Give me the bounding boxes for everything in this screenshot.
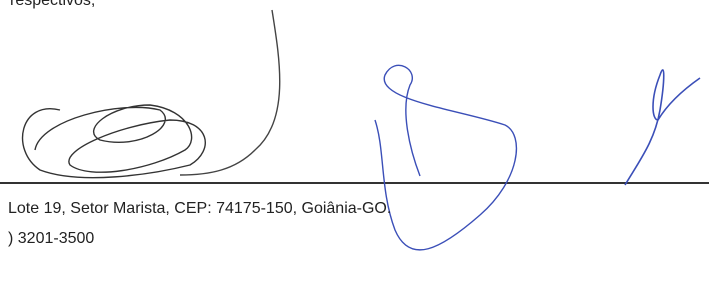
signature-stroke (375, 65, 516, 250)
document-page: {"document": {"top_text": "respectivos;"… (0, 0, 709, 283)
signatures (0, 0, 709, 283)
phone-line: ) 3201-3500 (8, 230, 94, 248)
address-line: Lote 19, Setor Marista, CEP: 74175-150, … (8, 200, 391, 218)
signature-stroke (180, 10, 280, 175)
signature-stroke (23, 105, 206, 178)
signature-stroke (625, 70, 700, 185)
top-text: respectivos; (10, 0, 95, 10)
